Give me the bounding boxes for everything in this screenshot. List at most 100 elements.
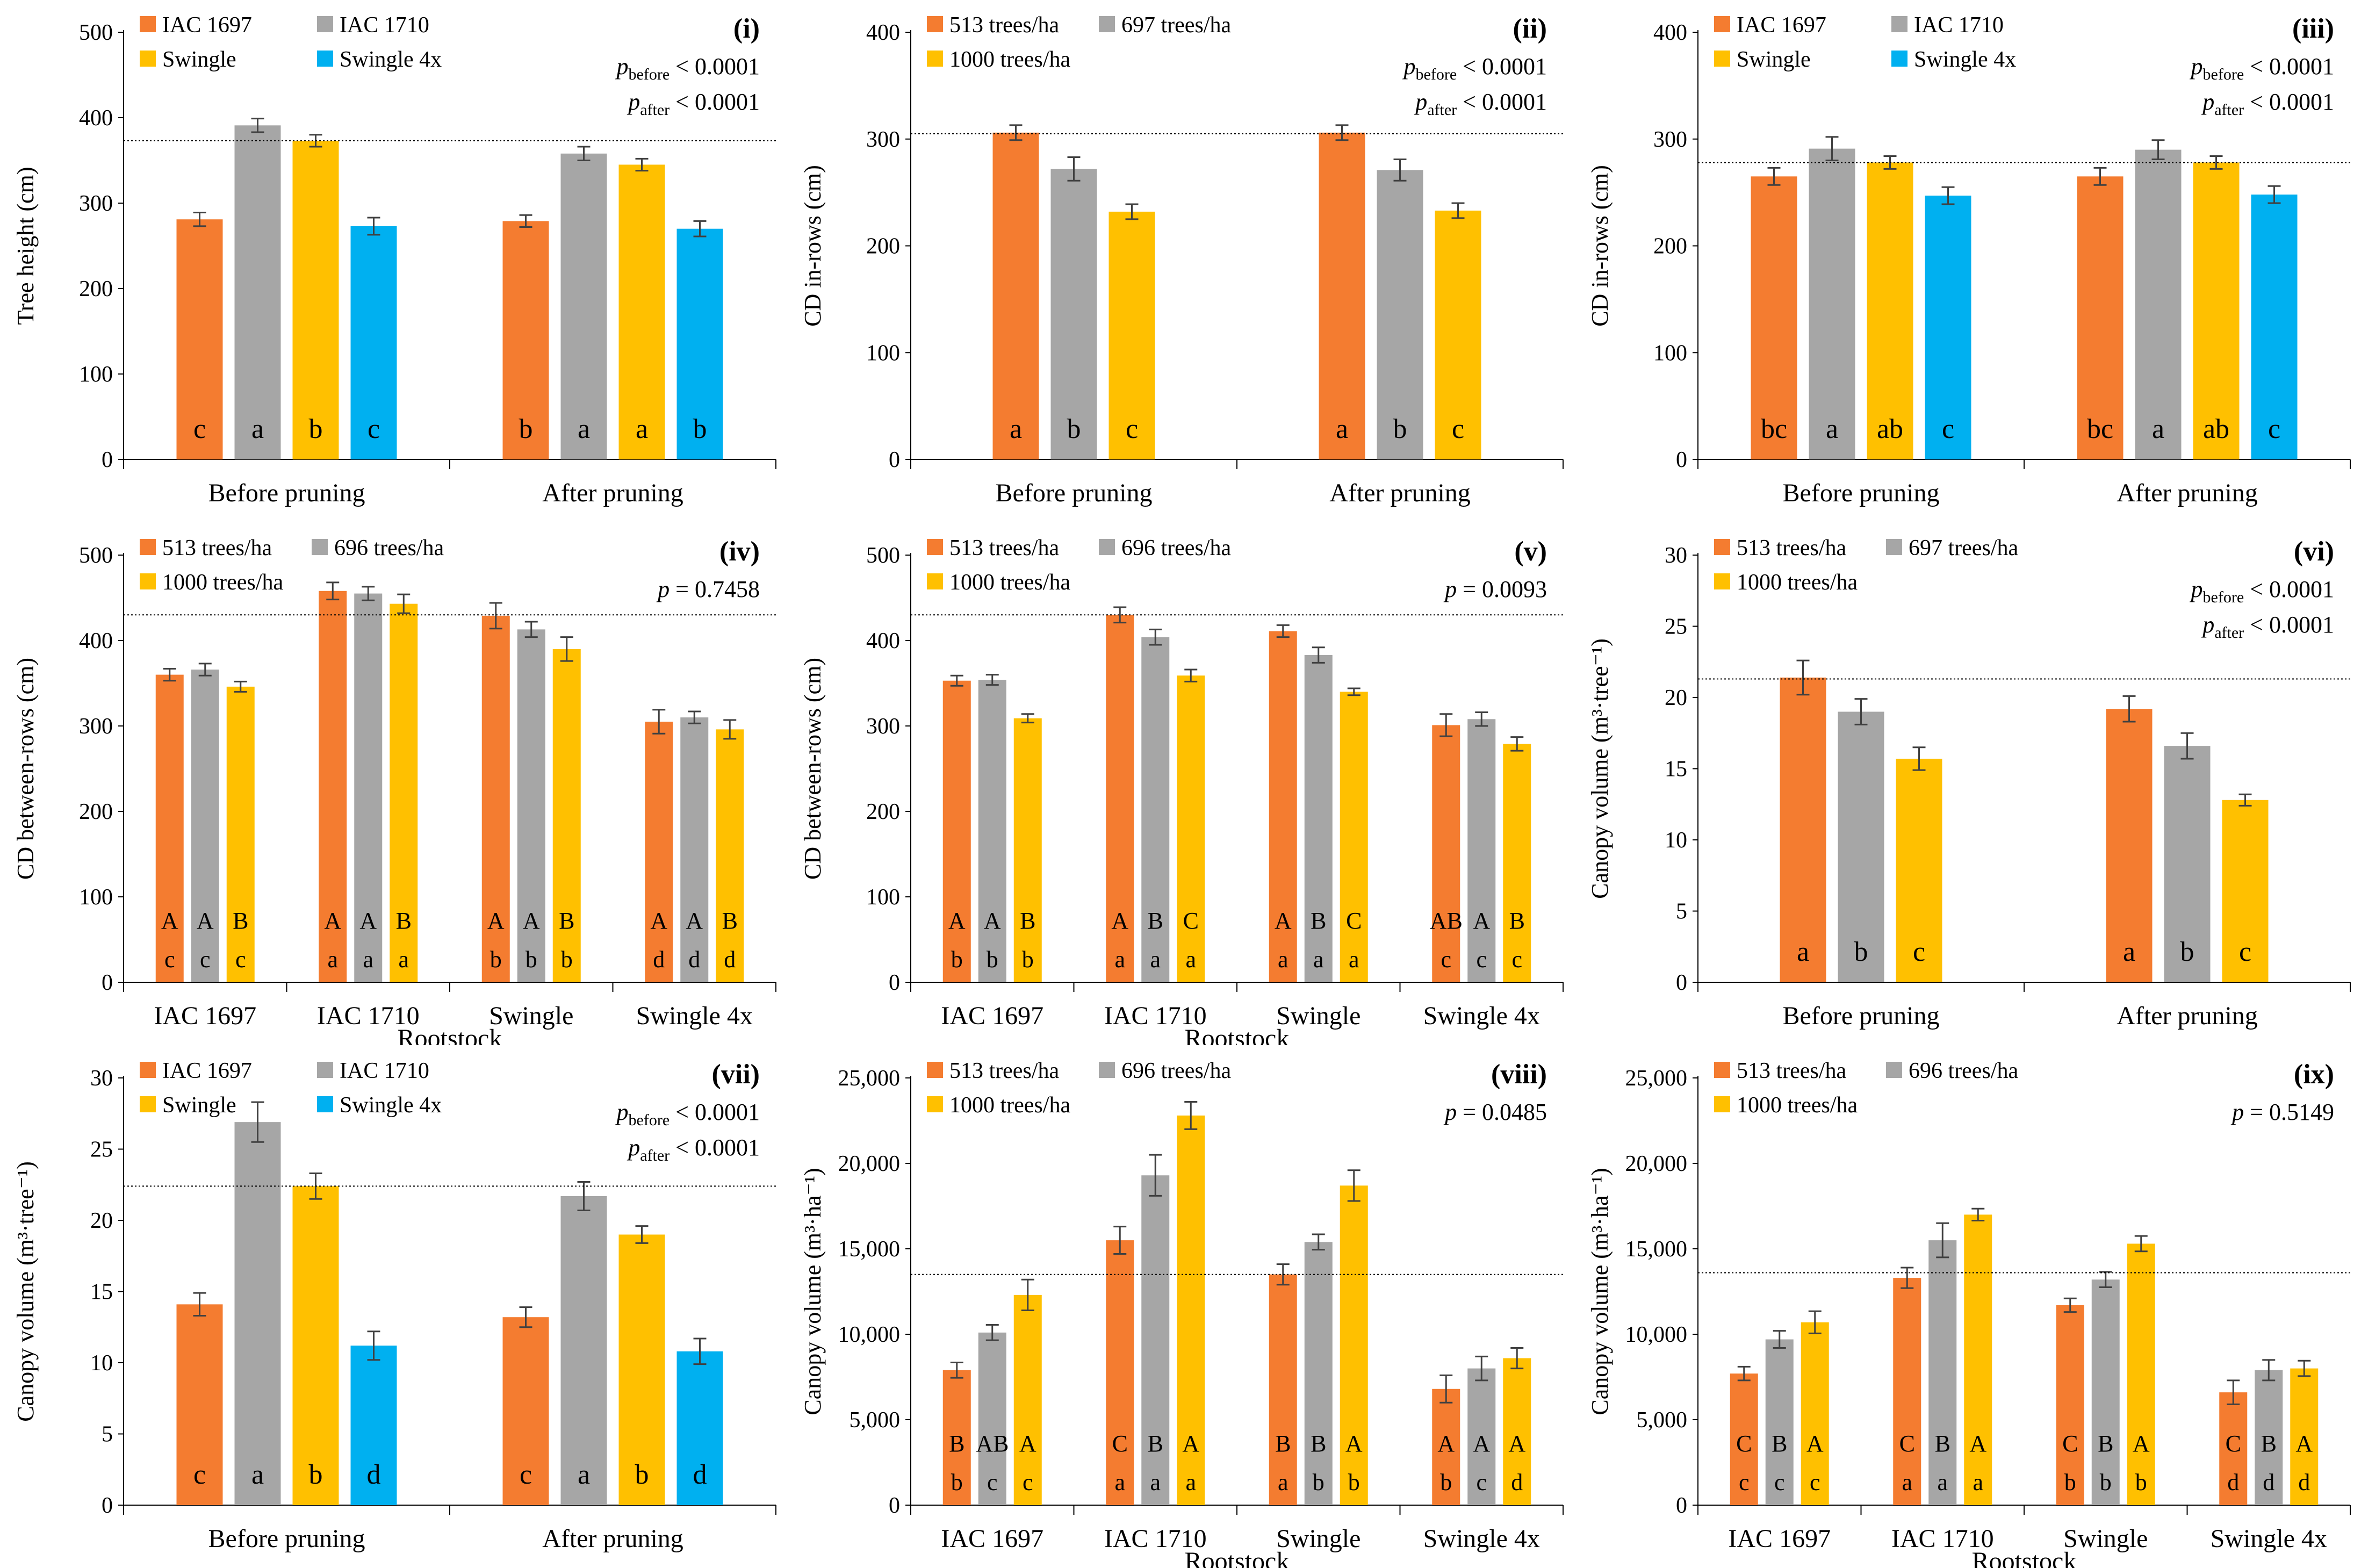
- legend-swatch: [927, 1062, 943, 1078]
- significance-letter-lower: d: [1511, 1469, 1523, 1495]
- bar: [1432, 725, 1460, 982]
- significance-letter-lower: a: [1185, 1469, 1196, 1495]
- significance-letter: c: [193, 1459, 206, 1490]
- bar: [1730, 1373, 1758, 1505]
- y-tick-label: 15,000: [1625, 1237, 1688, 1262]
- significance-letter: a: [2152, 414, 2164, 444]
- significance-letter: d: [367, 1459, 381, 1490]
- p-symbol: p: [2190, 576, 2203, 602]
- y-axis-label: Tree height (cm): [12, 167, 39, 325]
- p-subscript: before: [1416, 66, 1457, 83]
- legend-label: IAC 1710: [1914, 13, 2004, 38]
- p-value: pbefore < 0.0001: [615, 53, 760, 83]
- p-symbol: p: [1402, 53, 1416, 80]
- significance-letter: bc: [2087, 414, 2113, 444]
- significance-letter: c: [1452, 414, 1464, 444]
- category-label: IAC 1710: [1891, 1524, 1994, 1553]
- legend-swatch: [312, 539, 328, 555]
- p-value-text: < 0.0001: [670, 89, 760, 115]
- y-tick-label: 0: [1676, 448, 1687, 472]
- significance-letter-upper: B: [396, 908, 412, 934]
- significance-letter-upper: B: [1509, 908, 1525, 934]
- y-tick-label: 200: [79, 277, 113, 301]
- bar: [1435, 210, 1481, 459]
- category-label: Before pruning: [208, 479, 365, 507]
- bar: [226, 686, 255, 982]
- panel-ix-svg: 0 5,000 10,000 15,000 20,000 25,000 Canopy vol…: [1587, 1059, 2351, 1568]
- bar: [1503, 744, 1531, 982]
- p-value: p = 0.5149: [2230, 1099, 2334, 1125]
- significance-letter-lower: c: [1441, 946, 1451, 973]
- category-label: After pruning: [542, 479, 683, 507]
- category-label: Swingle: [1276, 1002, 1361, 1030]
- y-tick-label: 5: [102, 1422, 113, 1447]
- legend-swatch: [140, 51, 156, 67]
- bar: [1340, 692, 1368, 982]
- legend-swatch: [317, 1062, 333, 1078]
- category-label: Swingle 4x: [1423, 1524, 1540, 1553]
- bar: [1780, 677, 1826, 982]
- y-tick-label: 15: [1665, 757, 1687, 782]
- significance-letter-upper: C: [2062, 1430, 2078, 1457]
- legend-label: Swingle 4x: [340, 1093, 442, 1118]
- significance-letter-upper: B: [2098, 1430, 2113, 1457]
- p-value-text: < 0.0001: [1457, 53, 1547, 80]
- p-value: p = 0.7458: [656, 576, 760, 602]
- significance-letter-upper: A: [1437, 1430, 1455, 1457]
- significance-letter-upper: A: [686, 908, 703, 934]
- legend-swatch: [1714, 16, 1730, 32]
- p-value-text: < 0.0001: [670, 1134, 760, 1161]
- significance-letter-lower: c: [200, 946, 211, 973]
- p-value: pbefore < 0.0001: [615, 1099, 760, 1129]
- significance-letter: a: [1010, 414, 1022, 444]
- significance-letter-upper: A: [1473, 1430, 1490, 1457]
- legend-label: 696 trees/ha: [1909, 1059, 2018, 1083]
- bar: [1838, 711, 1884, 982]
- bar: [390, 603, 418, 982]
- legend-label: 513 trees/ha: [1737, 1059, 1846, 1083]
- bar: [992, 132, 1039, 459]
- significance-letter-upper: B: [1275, 1430, 1291, 1457]
- bar: [1340, 1185, 1368, 1505]
- p-symbol: p: [656, 576, 670, 602]
- significance-letter: a: [1336, 414, 1348, 444]
- p-subscript: after: [640, 101, 670, 119]
- panel-iii: 0 100 200 300 400 CD in-rows (cm) Before pruni…: [1574, 0, 2361, 522]
- significance-letter: b: [1393, 414, 1407, 444]
- legend-swatch: [140, 1062, 156, 1078]
- significance-letter-lower: d: [2298, 1469, 2310, 1495]
- significance-letter: c: [1913, 937, 1925, 967]
- significance-letter: ab: [2203, 414, 2229, 444]
- significance-letter-lower: b: [1022, 946, 1034, 973]
- y-axis-label: Canopy volume (m³·tree⁻¹): [1587, 638, 1613, 899]
- p-value: pbefore < 0.0001: [2190, 53, 2334, 83]
- significance-letter-upper: AB: [976, 1430, 1009, 1457]
- bar: [2056, 1305, 2084, 1505]
- category-label: IAC 1697: [941, 1524, 1043, 1553]
- category-label: IAC 1710: [1104, 1524, 1207, 1553]
- y-axis-label: CD between-rows (cm): [12, 658, 39, 880]
- p-value-text: < 0.0001: [1457, 89, 1547, 115]
- legend-swatch: [140, 16, 156, 32]
- bar: [1304, 1242, 1333, 1505]
- y-tick-label: 100: [866, 341, 900, 365]
- significance-letter-upper: A: [1275, 908, 1292, 934]
- significance-letter-upper: A: [948, 908, 966, 934]
- significance-letter-lower: c: [1476, 946, 1487, 973]
- legend-swatch: [1099, 539, 1115, 555]
- significance-letter-lower: a: [1114, 1469, 1125, 1495]
- legend-label: Swingle 4x: [1914, 47, 2016, 72]
- legend-swatch: [1886, 1062, 1902, 1078]
- y-tick-label: 10: [1665, 828, 1687, 853]
- bar: [1319, 132, 1365, 459]
- legend-swatch: [317, 1096, 333, 1112]
- legend-swatch: [1714, 539, 1730, 555]
- bar: [1106, 615, 1134, 982]
- y-tick-label: 100: [79, 885, 113, 910]
- legend-label: 513 trees/ha: [949, 13, 1059, 38]
- significance-letter-lower: b: [951, 946, 963, 973]
- legend-label: 1000 trees/ha: [949, 47, 1070, 72]
- y-tick-label: 400: [79, 106, 113, 131]
- significance-letter: d: [693, 1459, 707, 1490]
- significance-letter-upper: A: [1508, 1430, 1525, 1457]
